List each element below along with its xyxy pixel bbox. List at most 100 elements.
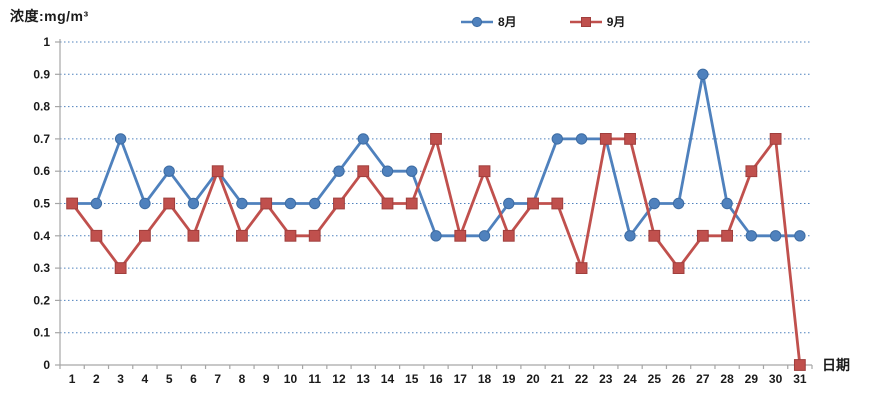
data-point [721, 197, 733, 210]
data-point [745, 165, 758, 178]
y-tick-labels: 0 0.1 0.2 0.3 0.4 0.5 0.6 0.7 0.8 0.9 1 [33, 35, 50, 372]
data-point [309, 197, 321, 210]
data-point [139, 197, 151, 210]
data-point [357, 165, 370, 178]
data-point [66, 197, 79, 210]
series-line-9月 [70, 137, 802, 367]
sep-line-square-icon [569, 16, 602, 27]
svg-text:13: 13 [357, 372, 371, 386]
svg-text:2: 2 [93, 372, 100, 386]
data-point [721, 229, 733, 242]
y-axis-title: 浓度:mg/m³ [10, 8, 89, 24]
svg-text:18: 18 [478, 372, 492, 386]
svg-text:21: 21 [551, 372, 565, 386]
data-point [624, 133, 636, 145]
svg-text:31: 31 [793, 372, 807, 386]
data-point [648, 197, 661, 210]
data-point [381, 165, 394, 177]
svg-text:16: 16 [429, 372, 443, 386]
data-point [672, 262, 685, 275]
data-point [745, 230, 758, 242]
data-point [502, 229, 515, 242]
svg-text:0.4: 0.4 [33, 229, 50, 243]
svg-text:0.3: 0.3 [33, 261, 50, 275]
svg-text:0.6: 0.6 [33, 164, 50, 178]
data-point [672, 197, 685, 210]
svg-text:1: 1 [43, 35, 50, 49]
svg-text:0.7: 0.7 [33, 132, 50, 146]
svg-text:26: 26 [672, 372, 686, 386]
svg-text:0.2: 0.2 [33, 293, 50, 307]
legend-item-aug: 8月 [460, 13, 517, 30]
svg-text:12: 12 [332, 372, 346, 386]
data-point [793, 359, 806, 371]
data-point [769, 133, 782, 145]
data-point [478, 230, 491, 242]
data-point [187, 229, 200, 242]
data-point [333, 197, 345, 210]
svg-text:28: 28 [720, 372, 734, 386]
svg-text:25: 25 [648, 372, 662, 386]
svg-text:8: 8 [239, 372, 246, 386]
data-point [624, 230, 636, 242]
data-point [406, 165, 418, 177]
legend: 8月 9月 [460, 13, 625, 30]
axes [55, 39, 813, 369]
svg-text:10: 10 [284, 372, 298, 386]
svg-text:4: 4 [142, 372, 149, 386]
data-point [794, 230, 806, 242]
svg-text:23: 23 [599, 372, 613, 386]
data-point [575, 133, 588, 145]
data-point [648, 229, 661, 242]
data-point [405, 197, 418, 210]
data-point [430, 230, 442, 242]
svg-text:30: 30 [769, 372, 783, 386]
data-point [284, 229, 297, 242]
data-point [527, 197, 539, 210]
svg-text:3: 3 [117, 372, 124, 386]
svg-text:0: 0 [43, 358, 50, 372]
data-point [430, 133, 442, 145]
svg-text:6: 6 [190, 372, 197, 386]
gridlines [60, 41, 812, 334]
data-point [90, 229, 103, 242]
svg-text:29: 29 [745, 372, 759, 386]
svg-text:0.1: 0.1 [33, 326, 50, 340]
data-point [769, 230, 782, 242]
data-point [139, 229, 151, 242]
data-point [551, 197, 564, 210]
data-point [236, 197, 248, 210]
x-axis-title: 日期 [822, 357, 850, 373]
data-point [284, 197, 297, 210]
data-point [308, 229, 321, 242]
series-9月 [66, 133, 806, 371]
data-point [697, 68, 709, 81]
svg-text:5: 5 [166, 372, 173, 386]
legend-item-sep: 9月 [569, 13, 626, 30]
data-point [236, 229, 248, 242]
data-point [333, 165, 345, 177]
svg-text:20: 20 [526, 372, 540, 386]
svg-text:0.5: 0.5 [33, 197, 50, 211]
series-line-8月 [70, 72, 802, 238]
data-point [696, 229, 709, 242]
svg-text:14: 14 [381, 372, 395, 386]
data-point [163, 165, 175, 177]
data-point [575, 262, 588, 275]
svg-text:24: 24 [623, 372, 637, 386]
svg-text:22: 22 [575, 372, 589, 386]
svg-text:0.8: 0.8 [33, 100, 50, 114]
svg-text:9: 9 [263, 372, 270, 386]
data-point [503, 197, 515, 210]
legend-label-sep: 9月 [606, 15, 626, 29]
data-point [357, 133, 369, 145]
data-point [187, 197, 200, 210]
svg-text:17: 17 [454, 372, 468, 386]
svg-text:0.9: 0.9 [33, 67, 50, 81]
data-point [260, 197, 273, 210]
svg-text:27: 27 [696, 372, 710, 386]
legend-label-aug: 8月 [498, 15, 517, 29]
svg-text:1: 1 [69, 372, 76, 386]
